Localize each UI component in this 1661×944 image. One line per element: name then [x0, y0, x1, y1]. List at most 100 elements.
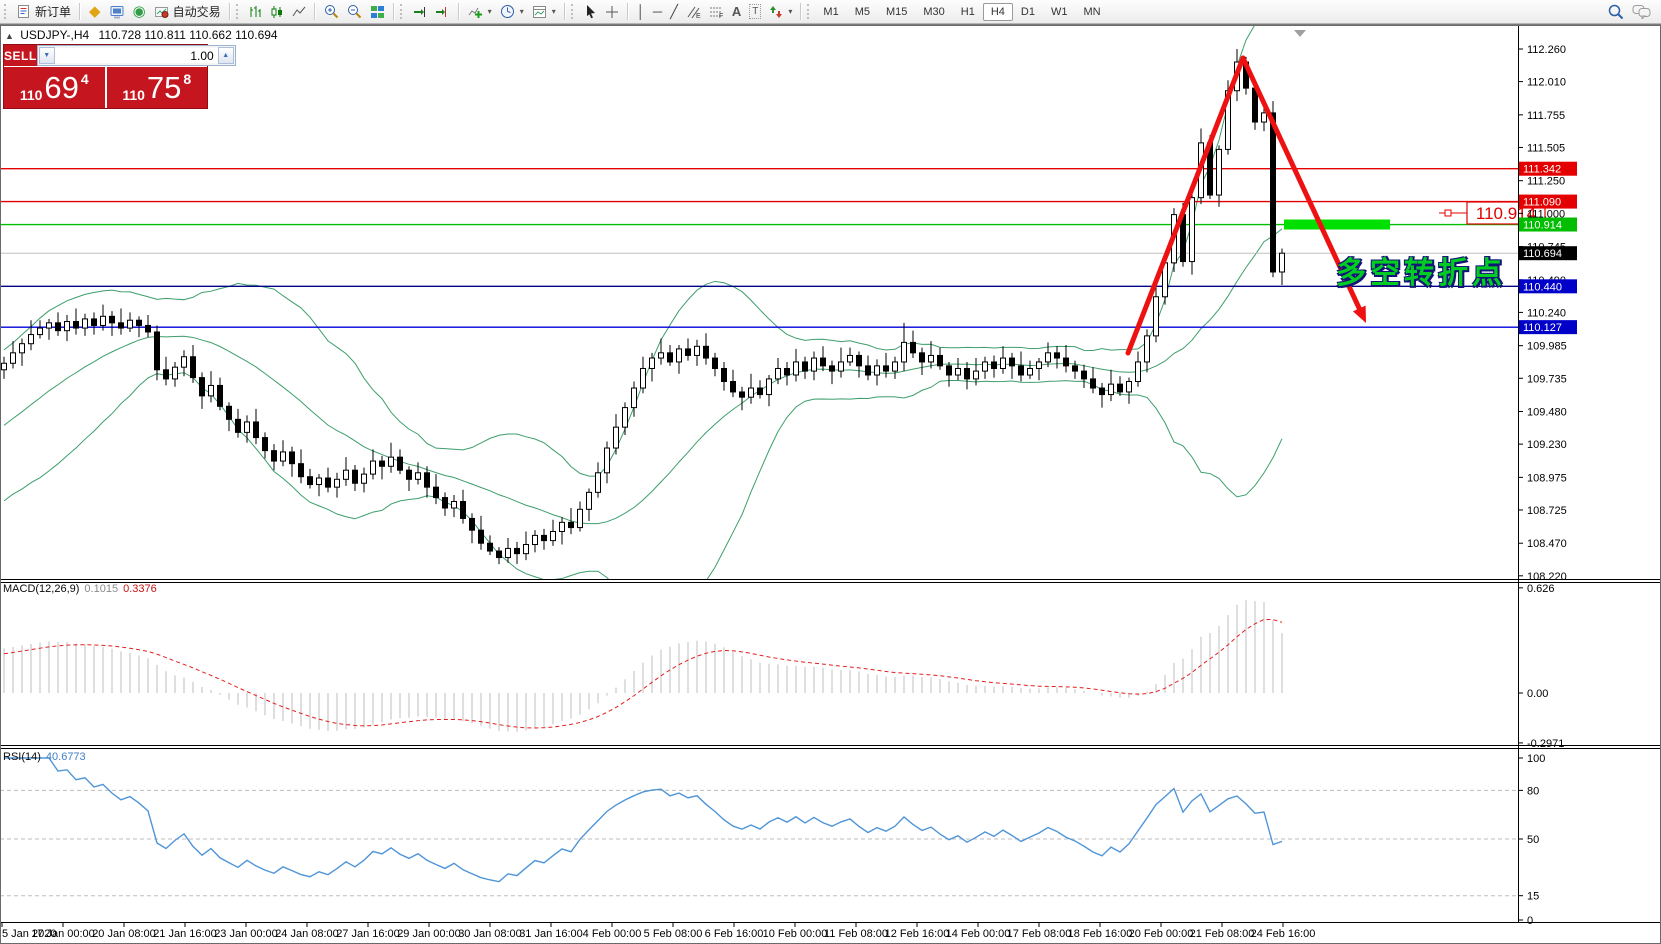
candle: [127, 319, 133, 329]
sell-price[interactable]: 110 69 4: [4, 67, 107, 108]
rsi-tick-label: 100: [1527, 753, 1545, 765]
volume-increase-button[interactable]: ▲: [217, 47, 234, 64]
time-tick-label: 18 Feb 16:00: [1068, 928, 1133, 940]
channel-tool-button[interactable]: E: [682, 1, 705, 22]
text-label-tool-button[interactable]: T: [745, 1, 765, 22]
tile-windows-button[interactable]: [366, 1, 389, 22]
indicators-button[interactable]: ▾: [464, 1, 496, 22]
zoom-in-icon: [324, 5, 338, 19]
highlight-level-bar[interactable]: [1284, 219, 1390, 230]
volume-decrease-button[interactable]: ▼: [38, 47, 55, 64]
time-tick-label: 12 Feb 16:00: [885, 928, 950, 940]
candle: [1261, 112, 1267, 123]
gold-button[interactable]: ◆: [85, 1, 105, 22]
price-badge-label: 110.127: [1523, 322, 1562, 334]
one-click-trading-panel: SELL ▼ ▲ BUY 110 69 4 110 75 8: [3, 44, 262, 109]
candle: [100, 315, 106, 326]
toolbar-separator: [626, 3, 629, 20]
tf-mn-button[interactable]: MN: [1083, 5, 1101, 18]
candle: [982, 361, 988, 372]
text-tool-button[interactable]: A: [728, 1, 745, 22]
zoom-out-button[interactable]: [343, 1, 366, 22]
gold-icon: ◆: [89, 3, 101, 20]
candle: [388, 456, 394, 467]
chart-shift-button[interactable]: [431, 1, 454, 22]
chat-icon[interactable]: [1632, 4, 1652, 19]
tf-m1-button[interactable]: M1: [823, 5, 839, 18]
bar-chart-button[interactable]: [244, 1, 266, 22]
candle: [1153, 296, 1159, 337]
autotrading-button[interactable]: 自动交易: [150, 1, 225, 22]
price-badge-110.694: [1519, 246, 1577, 261]
arrows-tool-button[interactable]: ▾: [765, 1, 796, 22]
candlestick-button[interactable]: [266, 1, 288, 22]
auto-scroll-button[interactable]: [408, 1, 431, 22]
candle: [1009, 357, 1015, 367]
turning-point-annotation[interactable]: 多空转折点: [1336, 257, 1506, 290]
new-order-button[interactable]: 新订单: [12, 1, 75, 22]
candle: [397, 456, 403, 471]
candle: [154, 331, 160, 371]
trend-arrow-up-segment[interactable]: [1125, 55, 1246, 356]
toolbar-separator: [392, 3, 395, 20]
tf-d1-button[interactable]: D1: [1020, 5, 1035, 18]
candle: [316, 477, 322, 486]
candle: [631, 387, 637, 409]
buy-button[interactable]: BUY: [235, 48, 263, 63]
fibonacci-icon: F: [709, 7, 723, 19]
time-tick-label: 30 Jan 08:00: [458, 928, 522, 940]
one-click-top-row: SELL ▼ ▲ BUY: [4, 45, 262, 66]
templates-button[interactable]: ▾: [528, 1, 560, 22]
volume-input[interactable]: [54, 48, 218, 63]
fibonacci-tool-button[interactable]: F: [705, 1, 728, 22]
candle: [640, 367, 646, 389]
new-order-label: 新订单: [35, 5, 72, 19]
one-click-price-row: 110 69 4 110 75 8: [4, 66, 207, 108]
price-tick-label: 110.240: [1527, 307, 1566, 319]
trend-arrow-down-segment[interactable]: [1240, 55, 1362, 311]
macd-tick-label: 0.626: [1527, 583, 1555, 595]
price-tick-label: 108.725: [1527, 505, 1567, 517]
candle: [748, 387, 754, 398]
candle: [568, 521, 574, 529]
buy-price[interactable]: 110 75 8: [107, 67, 208, 108]
bollinger-lower-band: [3, 372, 1283, 579]
tf-h1-button[interactable]: H1: [960, 5, 975, 18]
zoom-in-button[interactable]: [320, 1, 343, 22]
trend-arrow-head[interactable]: [1352, 305, 1366, 323]
price-tick-label: 111.755: [1527, 110, 1565, 122]
candle: [64, 321, 70, 332]
trendline-tool-button[interactable]: ╱: [666, 1, 682, 22]
toolbar-grip: [807, 4, 811, 19]
price-tick-label: 111.000: [1527, 208, 1565, 220]
text-label-icon: T: [749, 4, 762, 19]
sell-button[interactable]: SELL: [4, 48, 37, 63]
price-tick-label: 108.470: [1527, 538, 1567, 550]
metaeditor-button[interactable]: [105, 1, 129, 22]
vertical-line-tool-button[interactable]: │: [633, 1, 649, 22]
candle: [793, 361, 799, 376]
price-tick-label: 109.735: [1527, 373, 1567, 385]
market-watch-button[interactable]: ◉: [129, 1, 150, 22]
candle: [874, 365, 880, 376]
periods-button[interactable]: ▾: [496, 1, 528, 22]
search-icon[interactable]: [1608, 4, 1624, 20]
cursor-tool-button[interactable]: [579, 1, 601, 22]
chart-canvas[interactable]: 110.914 112.260 112.010 111.755 111.505 111.…: [0, 25, 1661, 944]
tf-m15-button[interactable]: M15: [885, 5, 908, 18]
crosshair-tool-button[interactable]: [601, 1, 623, 22]
time-tick-label: 21 Jan 16:00: [153, 928, 217, 940]
candle: [559, 521, 565, 532]
window-border: [0, 25, 1661, 944]
candle: [46, 322, 52, 329]
volume-box: ▼ ▲: [36, 45, 236, 66]
tf-h4-button[interactable]: H4: [982, 2, 1013, 21]
candle: [550, 530, 556, 542]
tf-m30-button[interactable]: M30: [923, 5, 945, 18]
line-chart-button[interactable]: [288, 1, 310, 22]
horizontal-line-tool-button[interactable]: ─: [649, 1, 666, 22]
candle: [676, 348, 682, 363]
tf-w1-button[interactable]: W1: [1050, 5, 1068, 18]
tf-m5-button[interactable]: M5: [854, 5, 870, 18]
toolbar-right-icons: [1608, 4, 1658, 20]
